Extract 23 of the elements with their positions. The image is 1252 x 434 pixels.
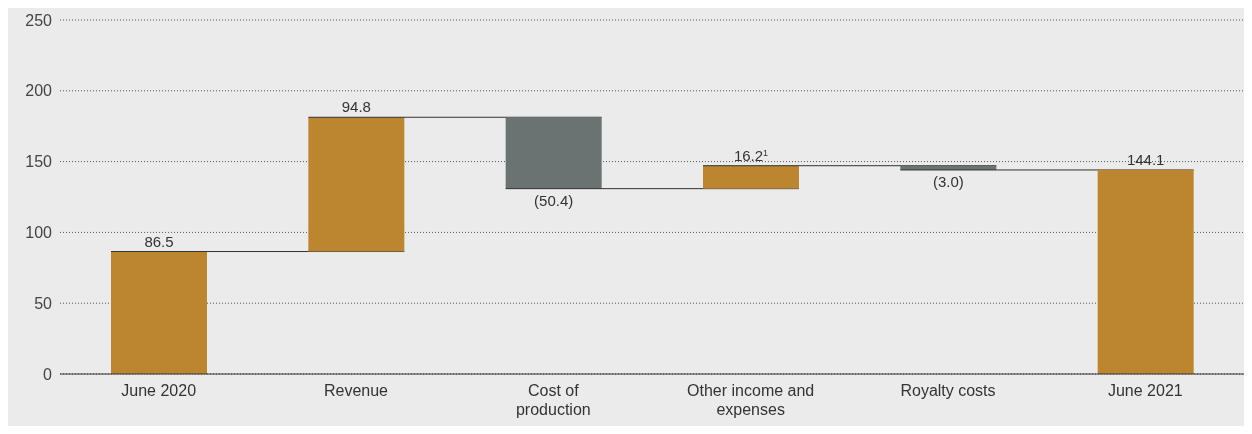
data-label: 16.2$^{1}$ — [733, 146, 769, 164]
x-tick-label: Revenue — [323, 382, 389, 399]
x-tick-label: Royalty costs — [900, 382, 996, 399]
data-label: 94.8 — [341, 98, 371, 116]
data-label: (3.0) — [932, 172, 964, 190]
bar — [703, 165, 799, 189]
data-label: 144.1 — [1126, 150, 1165, 168]
bar — [505, 117, 602, 189]
bar — [111, 251, 207, 374]
y-tick-label: 0 — [43, 365, 53, 383]
bar — [1097, 169, 1194, 374]
bar — [308, 117, 405, 252]
x-tick-label: June 2021 — [1107, 382, 1183, 399]
data-label: 86.5 — [144, 232, 174, 250]
x-tick-label: Other income and expenses — [687, 382, 815, 418]
y-tick-label: 50 — [34, 294, 53, 312]
y-tick-label: 100 — [25, 224, 53, 242]
y-tick-label: 200 — [25, 82, 53, 100]
data-label: (50.4) — [534, 191, 574, 209]
y-tick-label: 250 — [25, 11, 53, 29]
x-tick-label: Cost of production — [515, 382, 591, 418]
y-tick-label: 150 — [25, 153, 53, 171]
x-tick-label: June 2020 — [121, 382, 197, 399]
